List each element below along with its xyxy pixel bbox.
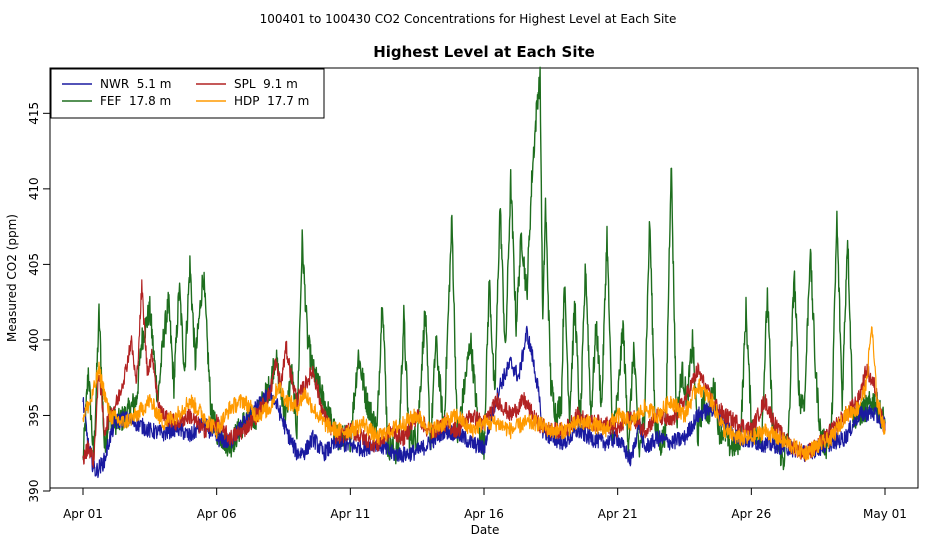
series-layer bbox=[82, 66, 886, 479]
y-tick-label: 400 bbox=[27, 328, 41, 351]
series-line-2 bbox=[82, 66, 886, 471]
x-tick-label: Apr 11 bbox=[330, 507, 370, 521]
y-tick-label: 410 bbox=[27, 177, 41, 200]
x-tick-label: Apr 16 bbox=[464, 507, 504, 521]
legend-label: NWR 5.1 m bbox=[100, 77, 171, 91]
x-tick-label: May 01 bbox=[863, 507, 907, 521]
chart-title: Highest Level at Each Site bbox=[373, 43, 595, 61]
super-title: 100401 to 100430 CO2 Concentrations for … bbox=[260, 12, 677, 26]
y-tick-label: 415 bbox=[27, 102, 41, 125]
x-tick-label: Apr 01 bbox=[63, 507, 103, 521]
y-tick-label: 405 bbox=[27, 253, 41, 276]
y-tick-label: 390 bbox=[27, 480, 41, 503]
legend: NWR 5.1 m FEF 17.8 m SPL 9.1 m HDP 17.7 m bbox=[50, 68, 325, 119]
legend-box bbox=[50, 68, 325, 119]
y-axis-label: Measured CO2 (ppm) bbox=[5, 214, 19, 342]
legend-label: SPL 9.1 m bbox=[234, 77, 298, 91]
x-axis: Apr 01 Apr 06 Apr 11 Apr 16 Apr 21 Apr 26 May … bbox=[63, 487, 907, 521]
y-tick-label: 395 bbox=[27, 404, 41, 427]
x-axis-label: Date bbox=[471, 523, 500, 537]
x-tick-label: Apr 21 bbox=[598, 507, 638, 521]
y-axis: 390 395 400 405 410 415 bbox=[27, 102, 51, 503]
x-tick-label: Apr 06 bbox=[197, 507, 237, 521]
legend-label: FEF 17.8 m bbox=[100, 94, 171, 108]
x-tick-label: Apr 26 bbox=[731, 507, 771, 521]
series-line-4 bbox=[82, 326, 886, 462]
legend-label: HDP 17.7 m bbox=[234, 94, 309, 108]
